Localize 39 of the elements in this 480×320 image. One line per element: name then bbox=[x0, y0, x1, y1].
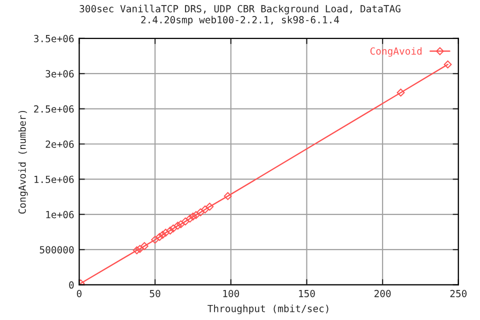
y-tick-label: 3e+06 bbox=[46, 70, 74, 78]
point bbox=[156, 232, 164, 241]
point bbox=[162, 228, 170, 237]
point bbox=[176, 220, 185, 228]
point bbox=[132, 246, 141, 254]
point bbox=[192, 211, 200, 220]
point bbox=[186, 214, 194, 223]
point bbox=[196, 208, 204, 216]
x-tick-label: 100 bbox=[223, 290, 240, 298]
y-tick-label: 500000 bbox=[40, 246, 74, 254]
point bbox=[166, 226, 174, 235]
point bbox=[140, 242, 148, 250]
x-axis-title: Throughput (mbit/sec) bbox=[208, 304, 328, 314]
y-tick-label: 1e+06 bbox=[46, 210, 74, 218]
point bbox=[444, 60, 452, 68]
x-tick-label: 150 bbox=[299, 290, 315, 298]
point bbox=[151, 236, 159, 244]
x-tick-label: 50 bbox=[150, 290, 160, 298]
y-tick-label: 2.5e+06 bbox=[34, 105, 74, 113]
y-tick-label: 2e+06 bbox=[46, 140, 74, 148]
y-axis-title: CongAvoid (number) bbox=[18, 110, 28, 214]
chart-title: 300sec VanillaTCP DRS, UDP CBR Background Load, DataTAG 2.4.20smp web100-2.2.1, sk98-6.1.4 bbox=[80, 4, 400, 26]
point bbox=[158, 230, 167, 239]
point bbox=[136, 244, 144, 253]
point bbox=[174, 222, 182, 230]
point bbox=[181, 217, 190, 226]
x-tick-label: 250 bbox=[450, 290, 467, 298]
y-tick-label: 3.5e+06 bbox=[34, 34, 74, 42]
point bbox=[396, 88, 405, 97]
y-tick-label: 0 bbox=[69, 281, 74, 289]
x-tick-label: 200 bbox=[374, 290, 391, 298]
point bbox=[201, 206, 210, 214]
x-tick-label: 0 bbox=[76, 290, 82, 298]
legend-label: CongAvoid bbox=[370, 47, 422, 57]
point bbox=[224, 192, 232, 200]
point bbox=[206, 202, 214, 211]
point bbox=[169, 224, 178, 232]
point bbox=[189, 212, 197, 220]
y-tick-label: 1.5e+06 bbox=[34, 176, 74, 184]
